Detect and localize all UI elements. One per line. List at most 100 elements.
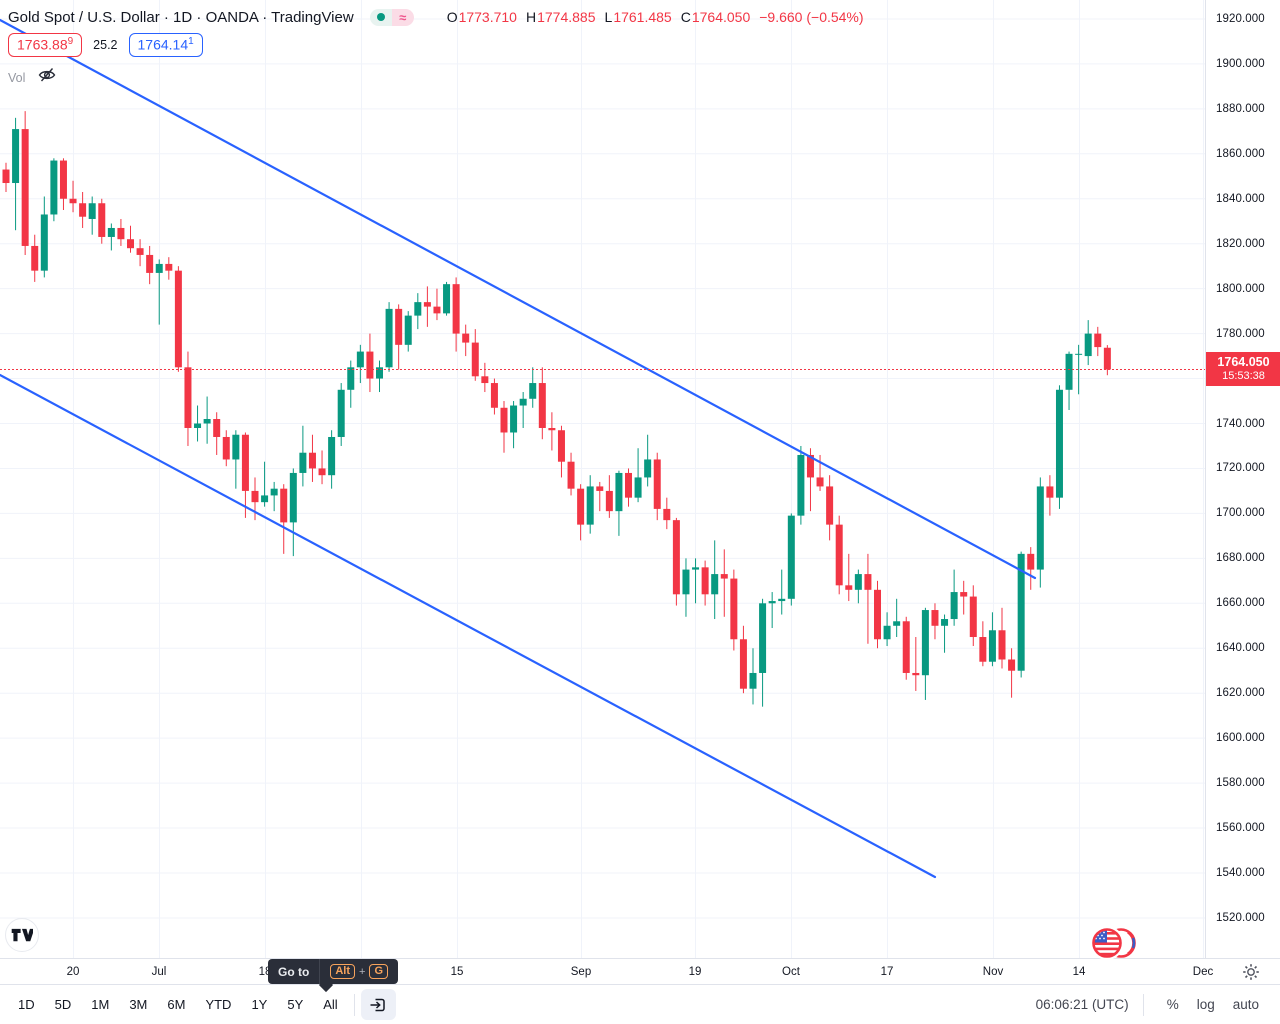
close-value: 1764.050 (691, 9, 751, 25)
trendline-channel-upper[interactable] (0, 18, 1037, 580)
price-tick: 1640.000 (1216, 642, 1265, 655)
buy-ask-button[interactable]: 1764.141 (128, 33, 203, 57)
candle-body (500, 407, 508, 433)
range-button-ytd[interactable]: YTD (205, 997, 232, 1012)
price-tick: 1620.000 (1216, 687, 1265, 700)
eye-hidden-icon[interactable] (37, 66, 57, 89)
tradingview-logo[interactable] (5, 918, 39, 952)
g-keycap: G (369, 964, 388, 979)
time-tick: Oct (782, 965, 800, 978)
high-label: H (525, 9, 537, 25)
price-tick: 1840.000 (1216, 192, 1265, 205)
candle-body (251, 490, 259, 503)
time-tick: 15 (450, 965, 464, 978)
candle-body (443, 284, 451, 314)
candle-body (701, 567, 709, 595)
trendline-channel-lower[interactable] (0, 373, 937, 879)
settings-gear-icon[interactable] (1242, 963, 1260, 981)
candle-body (912, 672, 920, 676)
spread-value: 25.2 (93, 38, 118, 52)
candle-body (960, 592, 968, 597)
candle-body (557, 430, 565, 462)
range-button-all[interactable]: All (323, 997, 338, 1012)
candle-body (50, 160, 58, 215)
price-tick: 1780.000 (1216, 327, 1265, 340)
candle-body (31, 245, 39, 271)
price-tick: 1860.000 (1216, 147, 1265, 160)
range-button-5y[interactable]: 5Y (287, 997, 304, 1012)
toolbar-right-group: 06:06:21 (UTC) % log auto (1035, 993, 1268, 1016)
candle-body (596, 486, 604, 491)
candle-body (1046, 486, 1054, 498)
go-to-tooltip: Go to Alt + G (268, 959, 398, 984)
range-button-3m[interactable]: 3M (129, 997, 148, 1012)
candle-body (203, 419, 211, 424)
candle-body (529, 383, 537, 399)
last-price-label[interactable]: 1764.050 15:53:38 (1206, 352, 1280, 387)
price-tick: 1680.000 (1216, 552, 1265, 565)
candle-body (979, 637, 987, 662)
ohlc-values: O 1773.710 H 1774.885 L 1761.485 C 1764.050 … (438, 9, 864, 25)
candle-body (950, 592, 958, 620)
clock-utc[interactable]: 06:06:21 (UTC) (1035, 997, 1129, 1012)
symbol-title[interactable]: Gold Spot / U.S. Dollar · 1D · OANDA · T… (8, 8, 354, 26)
candlestick-chart-pane[interactable] (0, 0, 1205, 958)
candle-body (902, 621, 910, 673)
range-button-1m[interactable]: 1M (91, 997, 110, 1012)
market-open-dot-icon (369, 8, 392, 26)
high-value: 1774.885 (537, 9, 596, 25)
candle-body (816, 477, 824, 487)
sell-bid-button[interactable]: 1763.889 (8, 33, 83, 57)
candle-body (893, 621, 901, 626)
candle-body (462, 333, 470, 343)
go-to-date-button[interactable] (360, 989, 396, 1020)
candle-body (548, 427, 556, 431)
price-tick: 1540.000 (1216, 867, 1265, 879)
instrument-logo[interactable] (1090, 926, 1138, 960)
range-button-1y[interactable]: 1Y (251, 997, 268, 1012)
log-scale-button[interactable]: log (1196, 997, 1215, 1012)
candle-body (692, 567, 700, 570)
price-tick: 1600.000 (1216, 732, 1265, 745)
candle-body (605, 490, 613, 512)
go-to-date-icon (370, 998, 385, 1011)
candle-body (127, 239, 135, 249)
candle-body (519, 398, 527, 406)
toolbar-divider (1142, 993, 1144, 1016)
candle-body (471, 342, 479, 377)
date-range-buttons: 1D 5D 1M 3M 6M YTD 1Y 5Y All (8, 992, 348, 1017)
candle-body (883, 625, 891, 640)
candle-body (672, 520, 680, 595)
candle-body (69, 198, 77, 204)
price-axis[interactable]: 1920.000 1900.000 1880.000 1860.000 1840.000… (1205, 0, 1280, 958)
range-button-5d[interactable]: 5D (54, 997, 72, 1012)
price-tick: 1520.000 (1216, 911, 1265, 924)
candle-body (490, 383, 498, 408)
candle-body (270, 488, 278, 496)
percent-scale-button[interactable]: % (1166, 997, 1179, 1012)
candle-body (40, 214, 48, 271)
candle-body (299, 452, 307, 473)
candle-body (864, 574, 872, 590)
price-tick: 1800.000 (1216, 282, 1265, 295)
alt-keycap: Alt (330, 964, 355, 979)
candle-body (107, 227, 115, 237)
candle-body (184, 367, 192, 428)
price-tick: 1560.000 (1216, 822, 1265, 835)
candle-body (1055, 389, 1063, 498)
range-button-1d[interactable]: 1D (18, 997, 35, 1012)
candle-body (79, 203, 87, 217)
candle-body (1027, 553, 1035, 570)
candle-body (385, 308, 393, 368)
candle-body (98, 203, 106, 237)
candle-body (941, 619, 949, 626)
price-tick: 1580.000 (1216, 777, 1265, 790)
range-button-6m[interactable]: 6M (167, 997, 186, 1012)
volume-indicator-label[interactable]: Vol (8, 70, 26, 85)
candle-body (232, 434, 240, 460)
auto-scale-button[interactable]: auto (1232, 997, 1259, 1012)
data-status-badges[interactable]: ≈ (369, 8, 414, 26)
candle-body (806, 454, 814, 478)
time-axis[interactable]: 20 Jul 18 15 Sep 19 Oct 17 Nov 14 Dec (0, 958, 1280, 984)
candle-body (59, 160, 67, 199)
